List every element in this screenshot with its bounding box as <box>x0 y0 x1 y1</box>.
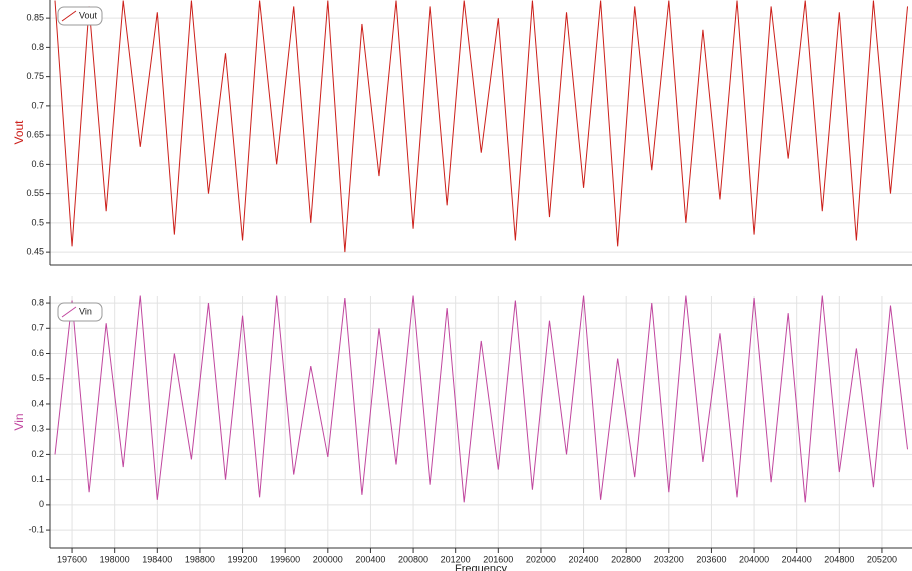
y-tick-label: 0.85 <box>26 13 44 23</box>
y-tick-label: 0.45 <box>26 247 44 257</box>
x-tick-label: 204000 <box>739 554 769 564</box>
x-tick-label: 198000 <box>100 554 130 564</box>
x-tick-label: 198800 <box>185 554 215 564</box>
y-tick-label: 0 <box>39 499 44 509</box>
x-tick-label: 204800 <box>824 554 854 564</box>
x-tick-label: 202400 <box>569 554 599 564</box>
x-tick-label: 205200 <box>867 554 897 564</box>
y-tick-label: 0.1 <box>31 474 44 484</box>
x-tick-label: 199600 <box>270 554 300 564</box>
y-tick-label: 0.2 <box>31 449 44 459</box>
y-tick-label: 0.7 <box>31 323 44 333</box>
legend-swatch <box>61 306 77 318</box>
y-tick-label: 0.8 <box>31 297 44 307</box>
y-axis-label: Vout <box>12 120 26 145</box>
x-tick-label: 202000 <box>526 554 556 564</box>
y-tick-label: -0.1 <box>28 524 44 534</box>
line-series <box>54 0 909 253</box>
x-tick-label: 200800 <box>398 554 428 564</box>
y-tick-label: 0.75 <box>26 71 44 81</box>
x-tick-label: 204400 <box>782 554 812 564</box>
x-tick-label: 202800 <box>611 554 641 564</box>
x-tick-label: 199200 <box>228 554 258 564</box>
y-tick-label: 0.6 <box>31 348 44 358</box>
x-tick-label: 197600 <box>57 554 87 564</box>
y-tick-label: 0.65 <box>26 130 44 140</box>
x-tick-label: 201200 <box>441 554 471 564</box>
legend-swatch <box>61 10 77 22</box>
y-tick-label: 0.55 <box>26 188 44 198</box>
x-tick-label: 198400 <box>142 554 172 564</box>
x-tick-label: 203600 <box>696 554 726 564</box>
y-tick-label: 0.8 <box>31 42 44 52</box>
y-tick-label: 0.7 <box>31 100 44 110</box>
y-axis-label: Vin <box>12 413 26 430</box>
y-tick-label: 0.4 <box>31 398 44 408</box>
legend-label: Vin <box>79 306 92 316</box>
line-series <box>54 295 909 503</box>
x-tick-label: 200000 <box>313 554 343 564</box>
legend-box <box>57 302 103 322</box>
legend-label: Vout <box>79 10 98 20</box>
x-tick-label: 200400 <box>355 554 385 564</box>
x-tick-label: 203200 <box>654 554 684 564</box>
legend-box <box>57 6 103 26</box>
x-tick-label: 201600 <box>483 554 513 564</box>
y-tick-label: 0.3 <box>31 424 44 434</box>
y-tick-label: 0.5 <box>31 217 44 227</box>
y-tick-label: 0.6 <box>31 159 44 169</box>
y-tick-label: 0.5 <box>31 373 44 383</box>
x-axis-label: Frequency <box>455 563 507 571</box>
